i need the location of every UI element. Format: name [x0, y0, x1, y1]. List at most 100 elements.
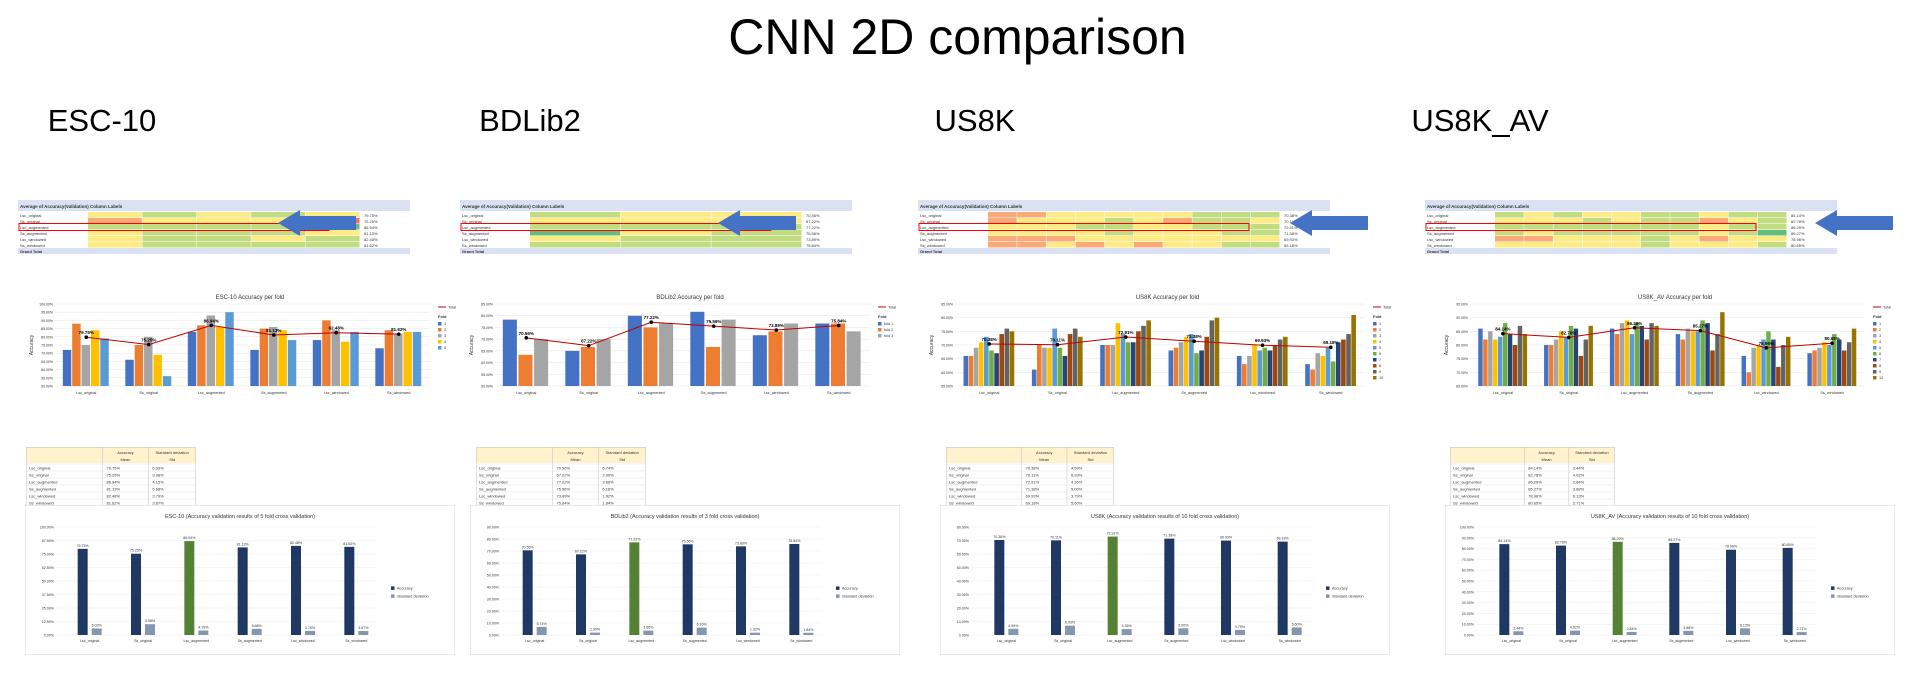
- std-bar: [1008, 628, 1019, 635]
- stats-row-label: Ss_augmented: [1453, 487, 1480, 492]
- y-tick-label: 70.00%: [957, 539, 970, 543]
- fold-bar: [1209, 320, 1215, 386]
- stats-row-label: Lsc_windowed: [479, 494, 505, 499]
- pivot-cell: [1524, 242, 1553, 248]
- stats-row-mean: 78.96%: [1528, 494, 1542, 499]
- y-tick-label: 70.00%: [941, 344, 953, 348]
- fold-bar: [1478, 328, 1483, 386]
- pivot-cell: [196, 230, 251, 236]
- legend-title: Fold: [1373, 314, 1382, 319]
- y-tick-label: 85.00%: [1456, 330, 1468, 334]
- fold-bar: [1078, 336, 1083, 386]
- fold-bar: [784, 323, 799, 386]
- pivot-row-label: Ss_windowed: [1427, 243, 1452, 248]
- legend-title: Fold: [878, 314, 887, 319]
- fold-bar: [1851, 328, 1857, 386]
- fold-bar: [968, 355, 974, 386]
- pivot-total: 80.65%: [1791, 243, 1805, 248]
- y-tick-label: 0.00%: [44, 634, 55, 638]
- legend-swatch: [1873, 376, 1877, 380]
- stats-table: Accuracy Standard deviation Mean Std Lsc_ori…: [946, 447, 1114, 512]
- stats-row-label: Lsc_augmented: [1453, 480, 1481, 485]
- x-tick-label: Lsc_original: [1502, 639, 1521, 643]
- fold-bar: [690, 311, 705, 386]
- blue-arrow-icon: [718, 208, 798, 243]
- stats-row-label: Lsc_windowed: [949, 494, 975, 499]
- pivot-total: 70.11%: [1284, 219, 1298, 224]
- cv-results-chart: ESC-10 (Accuracy validation results of 5…: [25, 505, 455, 660]
- stats-sub-mean: Mean: [570, 457, 580, 462]
- accuracy-data-label: 70.56%: [522, 545, 535, 549]
- std-bar: [1121, 629, 1132, 635]
- pivot-cell: [1641, 242, 1670, 248]
- cv-results-chart: US8K (Accuracy validation results of 10 …: [940, 505, 1390, 660]
- pivot-cell: [988, 212, 1017, 218]
- fold-bar: [1100, 345, 1105, 386]
- y-tick-label: 75.00%: [41, 344, 53, 348]
- stats-row-std: 5.68%: [152, 487, 164, 492]
- stats-sub-std: Std: [169, 457, 175, 462]
- accuracy-data-label: 86.94%: [183, 536, 196, 540]
- y-tick-label: 80.00%: [41, 335, 53, 339]
- x-tick-label: Lsc_windowed: [1221, 639, 1245, 643]
- pivot-cell: [530, 224, 621, 230]
- fold-bar: [1639, 325, 1644, 386]
- std-data-label: 3.79%: [305, 626, 316, 630]
- fold-bar: [1583, 339, 1589, 386]
- pivot-total: 84.14%: [1791, 213, 1805, 218]
- average-point: [1329, 345, 1333, 350]
- legend-swatch: [878, 322, 882, 326]
- pivot-cell: [1221, 230, 1251, 236]
- pivot-cell: [88, 218, 142, 224]
- accuracy-bar: [1221, 540, 1231, 635]
- fold-bar: [153, 354, 162, 386]
- pivot-cell: [1641, 224, 1670, 230]
- fold-bar: [1346, 334, 1351, 386]
- pivot-cell: [251, 224, 306, 230]
- fold-bar: [989, 350, 994, 386]
- fold-bar: [1057, 347, 1063, 386]
- pivot-cell: [711, 230, 802, 236]
- std-bar: [251, 628, 262, 635]
- pivot-cell: [1046, 230, 1076, 236]
- pivot-cell: [1495, 242, 1524, 248]
- fold-bar: [1047, 347, 1052, 386]
- stats-row-std: 3.66%: [602, 480, 614, 485]
- accuracy-bar: [1782, 547, 1793, 635]
- stats-row-label: Lsc_windowed: [1453, 494, 1479, 499]
- pivot-total: 67.22%: [806, 219, 820, 224]
- fold-accuracy-chart: US8K_AV Accuracy per fold 65.00% 70.00% 75.…: [1440, 292, 1910, 417]
- fold-bar: [1685, 328, 1691, 386]
- fold-bar: [1644, 339, 1649, 386]
- fold-bar: [225, 312, 234, 386]
- stats-row-std: 3.79%: [152, 494, 164, 499]
- fold-bar: [269, 326, 278, 386]
- legend-label: 5: [1379, 346, 1381, 350]
- fold-bar: [1517, 325, 1523, 386]
- pivot-grand-total-row: [460, 248, 852, 254]
- stats-row-label: Lsc_augmented: [479, 480, 507, 485]
- stats-row-std: 4.59%: [1071, 466, 1083, 471]
- pivot-cell: [1134, 242, 1163, 248]
- fold-bar: [978, 342, 984, 386]
- y-tick-label: 60.00%: [1462, 569, 1475, 573]
- x-tick-label: Ss_augmented: [683, 639, 707, 643]
- x-tick-label: Lsc_original: [76, 391, 96, 395]
- stats-row-label: Ss_augmented: [479, 487, 506, 492]
- legend-swatch: [1373, 346, 1377, 350]
- pivot-cell: [1017, 230, 1046, 236]
- fold-bar: [1522, 334, 1528, 386]
- accuracy-data-label: 72.91%: [1107, 532, 1120, 536]
- y-tick-label: 95.00%: [41, 311, 53, 315]
- y-tick-label: 50.00%: [41, 385, 53, 389]
- stats-row-std: 3.44%: [1573, 466, 1585, 471]
- legend-swatch: [1373, 328, 1377, 332]
- pivot-cell: [711, 242, 802, 248]
- pivot-cell: [142, 224, 197, 230]
- fold-bar: [1776, 366, 1781, 386]
- pivot-cell: [1046, 242, 1076, 248]
- pivot-cell: [620, 242, 711, 248]
- legend-line-label: Total: [448, 306, 456, 310]
- accuracy-data-label: 78.96%: [1725, 545, 1738, 549]
- legend-swatch: [1373, 376, 1377, 380]
